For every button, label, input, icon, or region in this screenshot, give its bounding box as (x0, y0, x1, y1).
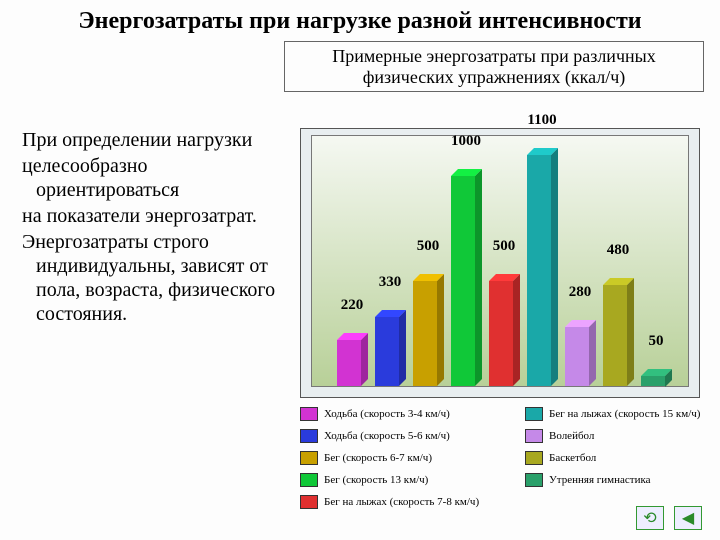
legend-swatch (300, 495, 318, 509)
legend-swatch (300, 429, 318, 443)
nav-controls: ⟲ ◀ (636, 506, 702, 530)
legend-swatch (525, 451, 543, 465)
legend-swatch (525, 473, 543, 487)
legend-item: Баскетбол (525, 448, 710, 468)
legend-label: Бег (скорость 6-7 км/ч) (324, 452, 432, 464)
legend-label: Утренняя гимнастика (549, 474, 651, 486)
energy-chart: 2203305001000500110028048050 (300, 128, 700, 398)
subtitle-box: Примерные энергозатраты при различных фи… (284, 41, 704, 92)
bar-value-label: 500 (417, 238, 440, 255)
chart-bar (603, 285, 627, 386)
body-line: на показатели энергозатрат. (22, 204, 282, 228)
legend-swatch (300, 407, 318, 421)
body-text: При определении нагрузкицелесообразно ор… (22, 128, 282, 328)
chart-bar (337, 340, 361, 386)
body-line: При определении нагрузки (22, 128, 282, 152)
chart-legend: Ходьба (скорость 3-4 км/ч) Ходьба (скорос… (300, 404, 710, 512)
bar-value-label: 220 (341, 297, 364, 314)
body-line: Энергозатраты строго индивидуальны, зави… (22, 230, 282, 326)
legend-label: Волейбол (549, 430, 594, 442)
legend-label: Бег на лыжах (скорость 15 км/ч) (549, 408, 700, 420)
chart-bar (527, 155, 551, 386)
legend-swatch (525, 429, 543, 443)
bar-value-label: 500 (493, 238, 516, 255)
slide: Энергозатраты при нагрузке разной интенс… (0, 0, 720, 540)
legend-label: Ходьба (скорость 5-6 км/ч) (324, 430, 450, 442)
legend-col-2: Бег на лыжах (скорость 15 км/ч) Волейбол Б… (525, 404, 710, 512)
chart-bar (565, 327, 589, 386)
chart-bar (641, 376, 665, 387)
chart-plot: 2203305001000500110028048050 (311, 135, 689, 387)
bar-value-label: 480 (607, 242, 630, 259)
nav-back-button[interactable]: ⟲ (636, 506, 664, 530)
legend-col-1: Ходьба (скорость 3-4 км/ч) Ходьба (скорос… (300, 404, 525, 512)
legend-swatch (300, 451, 318, 465)
legend-item: Бег (скорость 13 км/ч) (300, 470, 525, 490)
legend-label: Баскетбол (549, 452, 596, 464)
page-title: Энергозатраты при нагрузке разной интенс… (14, 8, 706, 35)
legend-swatch (300, 473, 318, 487)
legend-item: Волейбол (525, 426, 710, 446)
legend-item: Бег на лыжах (скорость 15 км/ч) (525, 404, 710, 424)
nav-prev-button[interactable]: ◀ (674, 506, 702, 530)
body-line: целесообразно ориентироваться (22, 154, 282, 202)
legend-label: Ходьба (скорость 3-4 км/ч) (324, 408, 450, 420)
legend-swatch (525, 407, 543, 421)
chart-bar (489, 281, 513, 386)
bar-value-label: 1100 (527, 112, 556, 129)
chart-bars: 2203305001000500110028048050 (312, 136, 688, 386)
bar-value-label: 280 (569, 284, 592, 301)
legend-item: Утренняя гимнастика (525, 470, 710, 490)
legend-label: Бег на лыжах (скорость 7-8 км/ч) (324, 496, 479, 508)
chart-bar (413, 281, 437, 386)
legend-item: Ходьба (скорость 5-6 км/ч) (300, 426, 525, 446)
chart-bar (375, 317, 399, 386)
bar-value-label: 1000 (451, 133, 481, 150)
chart-bar (451, 176, 475, 386)
legend-item: Ходьба (скорость 3-4 км/ч) (300, 404, 525, 424)
legend-item: Бег на лыжах (скорость 7-8 км/ч) (300, 492, 525, 512)
legend-item: Бег (скорость 6-7 км/ч) (300, 448, 525, 468)
bar-value-label: 50 (649, 333, 664, 350)
bar-value-label: 330 (379, 274, 402, 291)
legend-label: Бег (скорость 13 км/ч) (324, 474, 428, 486)
